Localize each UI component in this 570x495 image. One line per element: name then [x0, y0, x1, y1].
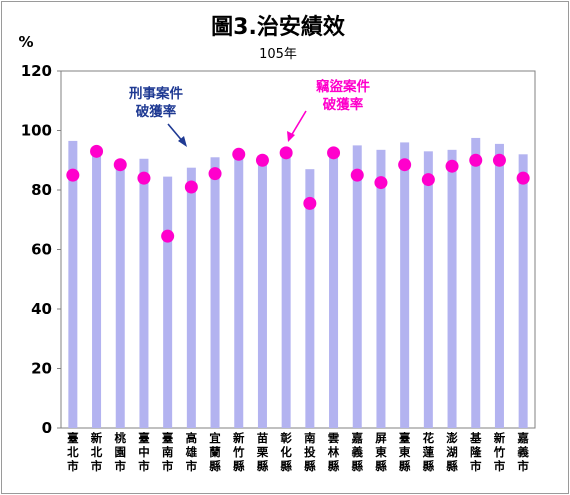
chart-title: 圖3.治安績效	[211, 14, 345, 40]
dot-point	[374, 176, 388, 190]
dot-series	[66, 144, 530, 243]
dot-point	[492, 153, 506, 167]
category-label: 苗栗縣	[256, 431, 269, 473]
category-label: 新竹縣	[232, 431, 245, 473]
dot-point	[398, 158, 412, 172]
bar	[115, 164, 125, 428]
annotation-theft-line1: 竊盜案件	[316, 78, 370, 95]
annotation-criminal-line1: 刑事案件	[129, 85, 183, 102]
dot-point	[469, 153, 483, 167]
y-tick-label: 40	[31, 300, 52, 318]
dot-point	[303, 196, 317, 210]
bar	[305, 169, 315, 429]
dot-point	[279, 146, 293, 160]
category-label: 桃園市	[115, 431, 127, 473]
dot-point	[113, 158, 127, 172]
category-label: 屏東縣	[375, 431, 387, 473]
category-label: 嘉義市	[516, 431, 529, 473]
bar	[471, 137, 481, 428]
bar	[68, 140, 78, 428]
dot-point	[421, 173, 435, 187]
y-tick-label: 60	[31, 241, 52, 259]
dot-point	[350, 168, 364, 182]
dot-point	[66, 168, 80, 182]
dot-point	[516, 171, 530, 185]
bar	[518, 154, 528, 429]
y-tick-label: 80	[31, 181, 52, 199]
bar	[447, 149, 457, 428]
annotation-theft-arrow-line	[290, 110, 307, 137]
category-label: 澎湖縣	[446, 431, 458, 473]
category-label: 雲林縣	[328, 431, 340, 473]
annotation-criminal: 刑事案件 破獲率	[129, 85, 187, 147]
category-label: 新竹市	[493, 431, 506, 473]
category-label: 南投縣	[304, 431, 316, 473]
bar	[352, 145, 362, 428]
annotation-theft-arrowhead	[287, 131, 295, 142]
bar	[281, 151, 291, 428]
y-axis-unit: %	[18, 33, 33, 51]
bar	[423, 151, 433, 428]
category-label: 花蓮縣	[423, 431, 435, 473]
dot-point	[184, 180, 198, 194]
bar	[186, 167, 196, 428]
category-label: 臺東縣	[399, 431, 411, 473]
y-tick-label: 0	[42, 419, 52, 437]
dot-point	[327, 146, 341, 160]
bar	[210, 157, 220, 428]
category-label: 嘉義縣	[351, 431, 364, 473]
bar	[400, 142, 410, 428]
category-label: 臺北市	[67, 431, 79, 473]
annotation-criminal-line2: 破獲率	[136, 103, 177, 120]
dot-point	[255, 153, 269, 167]
dot-point	[90, 144, 104, 158]
category-labels: 臺北市新北市桃園市臺中市臺南市高雄市宜蘭縣新竹縣苗栗縣彰化縣南投縣雲林縣嘉義縣屏…	[67, 431, 529, 473]
bar	[257, 160, 267, 428]
annotation-criminal-arrowhead	[178, 136, 187, 147]
dot-point	[232, 147, 246, 161]
category-label: 彰化縣	[280, 431, 292, 473]
category-label: 新北市	[91, 431, 103, 473]
dot-point	[445, 159, 459, 173]
bar-series	[68, 137, 528, 429]
bar	[376, 149, 386, 428]
bar	[92, 149, 102, 428]
dot-point	[137, 171, 151, 185]
y-axis-ticks: 0 20 40 60 80 100 120	[21, 62, 61, 437]
dot-point	[161, 229, 175, 243]
annotation-theft-line2: 破獲率	[323, 96, 364, 113]
y-tick-label: 20	[31, 360, 52, 378]
annotation-theft: 竊盜案件 破獲率	[287, 78, 370, 142]
bar	[234, 154, 244, 429]
category-label: 臺中市	[138, 431, 150, 473]
category-label: 宜蘭縣	[209, 431, 221, 473]
chart-subtitle: 105年	[259, 47, 297, 62]
category-label: 臺南市	[162, 431, 174, 473]
y-tick-label: 100	[21, 122, 52, 140]
y-tick-label: 120	[21, 62, 52, 80]
bar	[329, 152, 339, 428]
bar	[494, 143, 504, 428]
bar	[139, 158, 149, 428]
bar	[163, 176, 173, 428]
category-label: 高雄市	[185, 431, 198, 473]
category-label: 基隆市	[469, 431, 482, 473]
dot-point	[208, 167, 222, 181]
